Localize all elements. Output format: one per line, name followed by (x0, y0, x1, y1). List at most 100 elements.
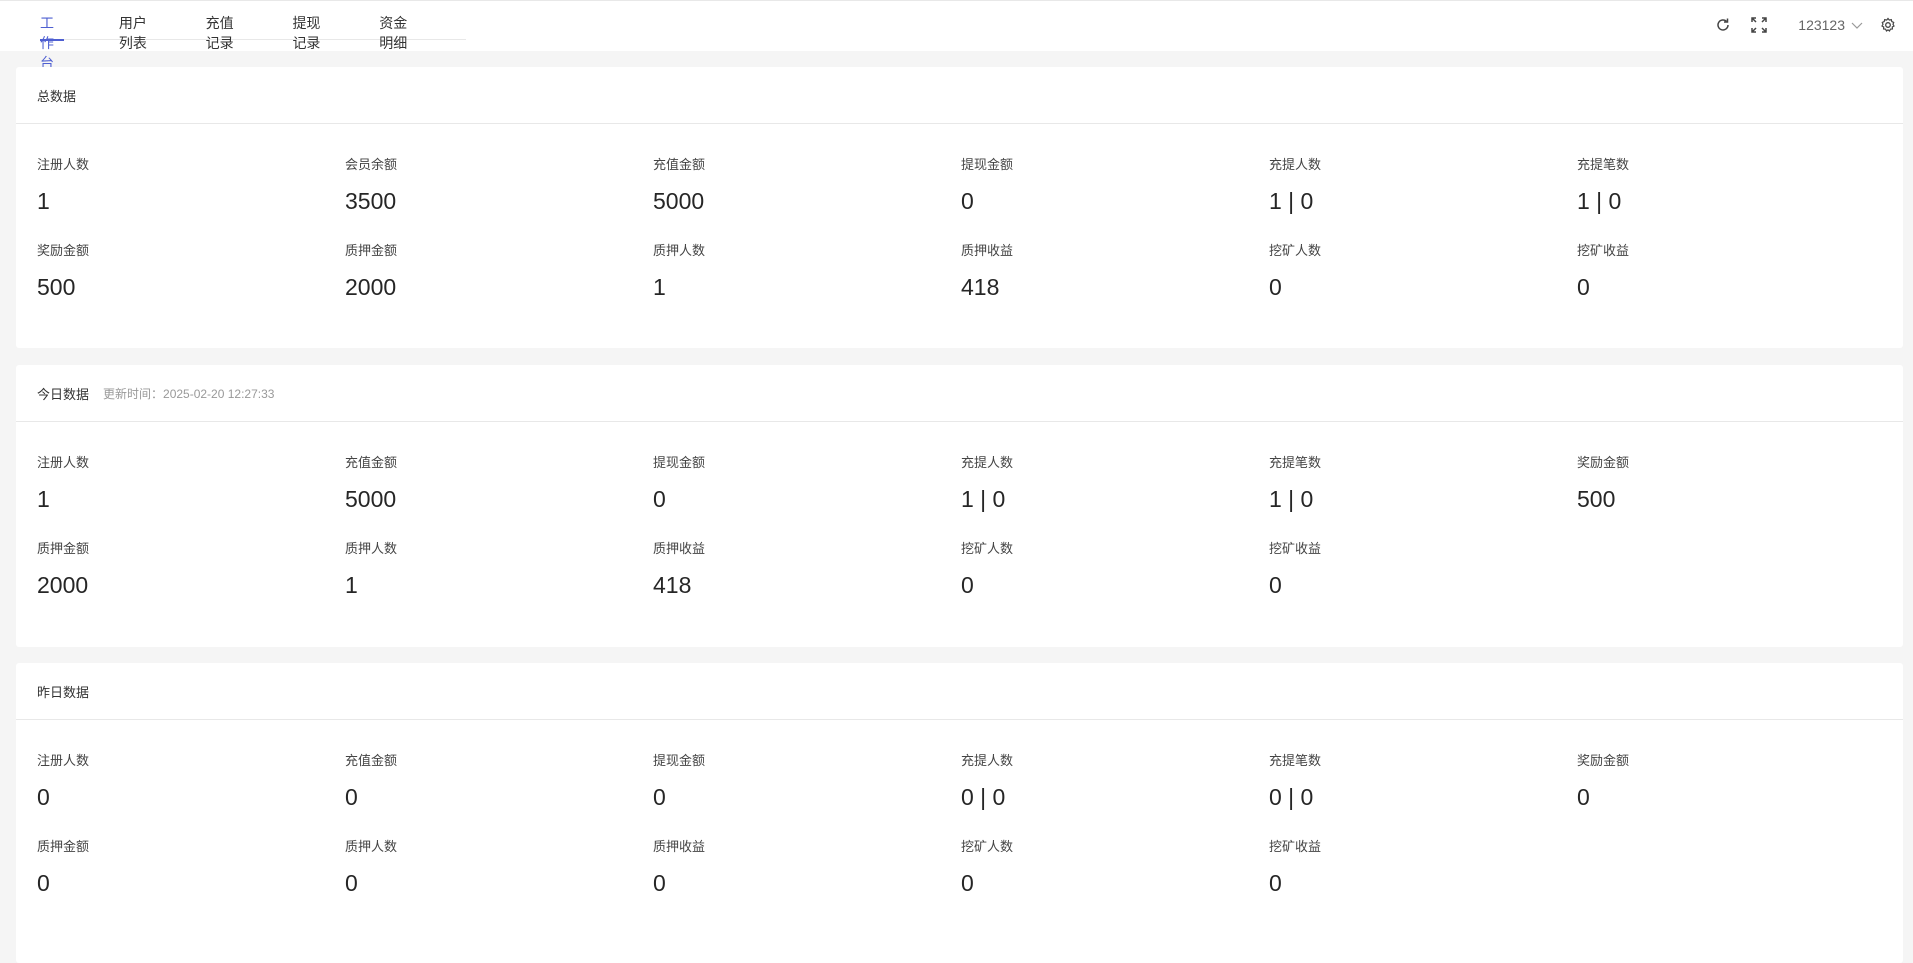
stat-item: 挖矿收益 0 (1577, 240, 1885, 304)
stat-item: 奖励金额 500 (1577, 452, 1885, 516)
card-header: 昨日数据 (16, 663, 1903, 720)
stat-label: 充提人数 (961, 455, 1014, 470)
stat-value: 0 (961, 870, 974, 896)
yesterday-data-card: 昨日数据注册人数 0 充值金额 0 提现金额 0 充提人数 0 | 0 充提笔数 0 | 0 奖励金… (16, 663, 1903, 963)
stat-label: 挖矿人数 (961, 839, 1014, 854)
stat-label: 注册人数 (37, 455, 90, 470)
stat-item: 质押金额 2000 (37, 538, 345, 602)
stat-item: 充值金额 5000 (345, 452, 653, 516)
stat-label: 提现金额 (961, 157, 1014, 172)
stat-item: 提现金额 0 (653, 452, 961, 516)
stat-label: 挖矿收益 (1269, 839, 1322, 854)
username: 123123 (1798, 17, 1845, 33)
stat-item: 注册人数 1 (37, 452, 345, 516)
stat-value: 0 (1269, 572, 1282, 598)
stat-value: 1 (345, 572, 358, 598)
stat-value: 0 (653, 870, 666, 896)
stat-value: 1 (653, 274, 666, 300)
stat-item: 挖矿收益 0 (1269, 538, 1577, 602)
update-time: 更新时间：2025-02-20 12:27:33 (103, 386, 275, 401)
stat-item: 质押收益 418 (653, 538, 961, 602)
card-header: 总数据 (16, 67, 1903, 124)
stat-value: 0 (37, 784, 50, 810)
stat-item: 充提人数 1 | 0 (961, 452, 1269, 516)
stat-item: 充值金额 5000 (653, 154, 961, 218)
stat-value: 5000 (653, 188, 705, 214)
tab-recharge-records[interactable]: 充值记录 (205, 15, 234, 51)
stat-label: 质押金额 (345, 243, 398, 258)
stat-label: 挖矿收益 (1577, 243, 1630, 258)
stat-value: 0 (1269, 274, 1282, 300)
stat-value: 0 (345, 870, 358, 896)
stat-item: 提现金额 0 (653, 750, 961, 814)
stat-label: 挖矿人数 (1269, 243, 1322, 258)
stat-item: 注册人数 1 (37, 154, 345, 218)
stat-value: 2000 (345, 274, 397, 300)
stat-label: 充提人数 (1269, 157, 1322, 172)
today-data-card: 今日数据 更新时间：2025-02-20 12:27:33 注册人数 1 充值金额 500… (16, 365, 1903, 647)
stat-item: 挖矿人数 0 (961, 836, 1269, 900)
stat-item: 充提人数 1 | 0 (1269, 154, 1577, 218)
stat-value: 1 | 0 (1269, 188, 1314, 214)
stat-label: 质押人数 (345, 839, 398, 854)
stat-value: 5000 (345, 486, 397, 512)
stat-value: 1 | 0 (1269, 486, 1314, 512)
stat-value: 0 (345, 784, 358, 810)
stat-value: 0 | 0 (961, 784, 1006, 810)
stat-value: 418 (961, 274, 1000, 300)
stat-label: 注册人数 (37, 753, 90, 768)
stat-label: 提现金额 (653, 753, 706, 768)
stat-label: 注册人数 (37, 157, 90, 172)
stat-item: 充提人数 0 | 0 (961, 750, 1269, 814)
stat-label: 充值金额 (653, 157, 706, 172)
stat-label: 充提笔数 (1577, 157, 1630, 172)
stat-item: 质押金额 2000 (345, 240, 653, 304)
stat-item: 奖励金额 0 (1577, 750, 1885, 814)
stat-label: 充值金额 (345, 753, 398, 768)
stat-item: 质押人数 0 (345, 836, 653, 900)
stats-grid: 注册人数 1 会员余额 3500 充值金额 5000 提现金额 0 充提人数 1 | 0 充提笔数 1… (16, 124, 1903, 304)
tab-user-list[interactable]: 用户列表 (118, 15, 147, 51)
stat-item: 质押人数 1 (345, 538, 653, 602)
top-bar: 工作台 用户列表 充值记录 提现记录 资金明细 123123 (0, 0, 1913, 71)
user-menu[interactable]: 123123 (1798, 17, 1863, 33)
stat-value: 500 (1577, 486, 1616, 512)
stat-value: 0 (653, 784, 666, 810)
stat-item: 质押收益 418 (961, 240, 1269, 304)
tab-bar: 工作台 用户列表 充值记录 提现记录 资金明细 (40, 1, 466, 71)
stat-label: 充提笔数 (1269, 753, 1322, 768)
stat-label: 充提笔数 (1269, 455, 1322, 470)
stat-value: 0 (1269, 870, 1282, 896)
refresh-icon[interactable] (1712, 14, 1734, 36)
tab-fund-details[interactable]: 资金明细 (379, 15, 408, 51)
stat-label: 质押金额 (37, 541, 90, 556)
stat-item: 质押收益 0 (653, 836, 961, 900)
total-data-card: 总数据 注册人数 1 会员余额 3500 充值金额 5000 提现金额 0 充提人数 1 | 0 充提… (16, 67, 1903, 348)
stat-label: 质押金额 (37, 839, 90, 854)
tab-dashboard[interactable]: 工作台 (40, 1, 64, 71)
card-title: 总数据 (37, 88, 77, 104)
stat-value: 0 (1577, 274, 1590, 300)
stat-label: 质押收益 (653, 541, 706, 556)
stat-label: 质押人数 (345, 541, 398, 556)
stat-label: 奖励金额 (37, 243, 90, 258)
stat-label: 质押人数 (653, 243, 706, 258)
card-title: 今日数据 (37, 386, 90, 402)
stat-item: 充值金额 0 (345, 750, 653, 814)
gear-icon[interactable] (1877, 14, 1899, 36)
stat-value: 3500 (345, 188, 397, 214)
stat-value: 0 | 0 (1269, 784, 1314, 810)
stat-label: 挖矿收益 (1269, 541, 1322, 556)
stat-value: 1 (37, 486, 50, 512)
stat-label: 充值金额 (345, 455, 398, 470)
card-header: 今日数据 更新时间：2025-02-20 12:27:33 (16, 365, 1903, 422)
stat-label: 质押收益 (961, 243, 1014, 258)
stat-item: 挖矿收益 0 (1269, 836, 1577, 900)
fullscreen-icon[interactable] (1748, 14, 1770, 36)
tab-withdraw-records[interactable]: 提现记录 (292, 15, 321, 51)
stat-value: 1 | 0 (1577, 188, 1622, 214)
stat-item: 充提笔数 1 | 0 (1577, 154, 1885, 218)
stat-item: 质押人数 1 (653, 240, 961, 304)
stat-value: 2000 (37, 572, 89, 598)
stat-label: 提现金额 (653, 455, 706, 470)
